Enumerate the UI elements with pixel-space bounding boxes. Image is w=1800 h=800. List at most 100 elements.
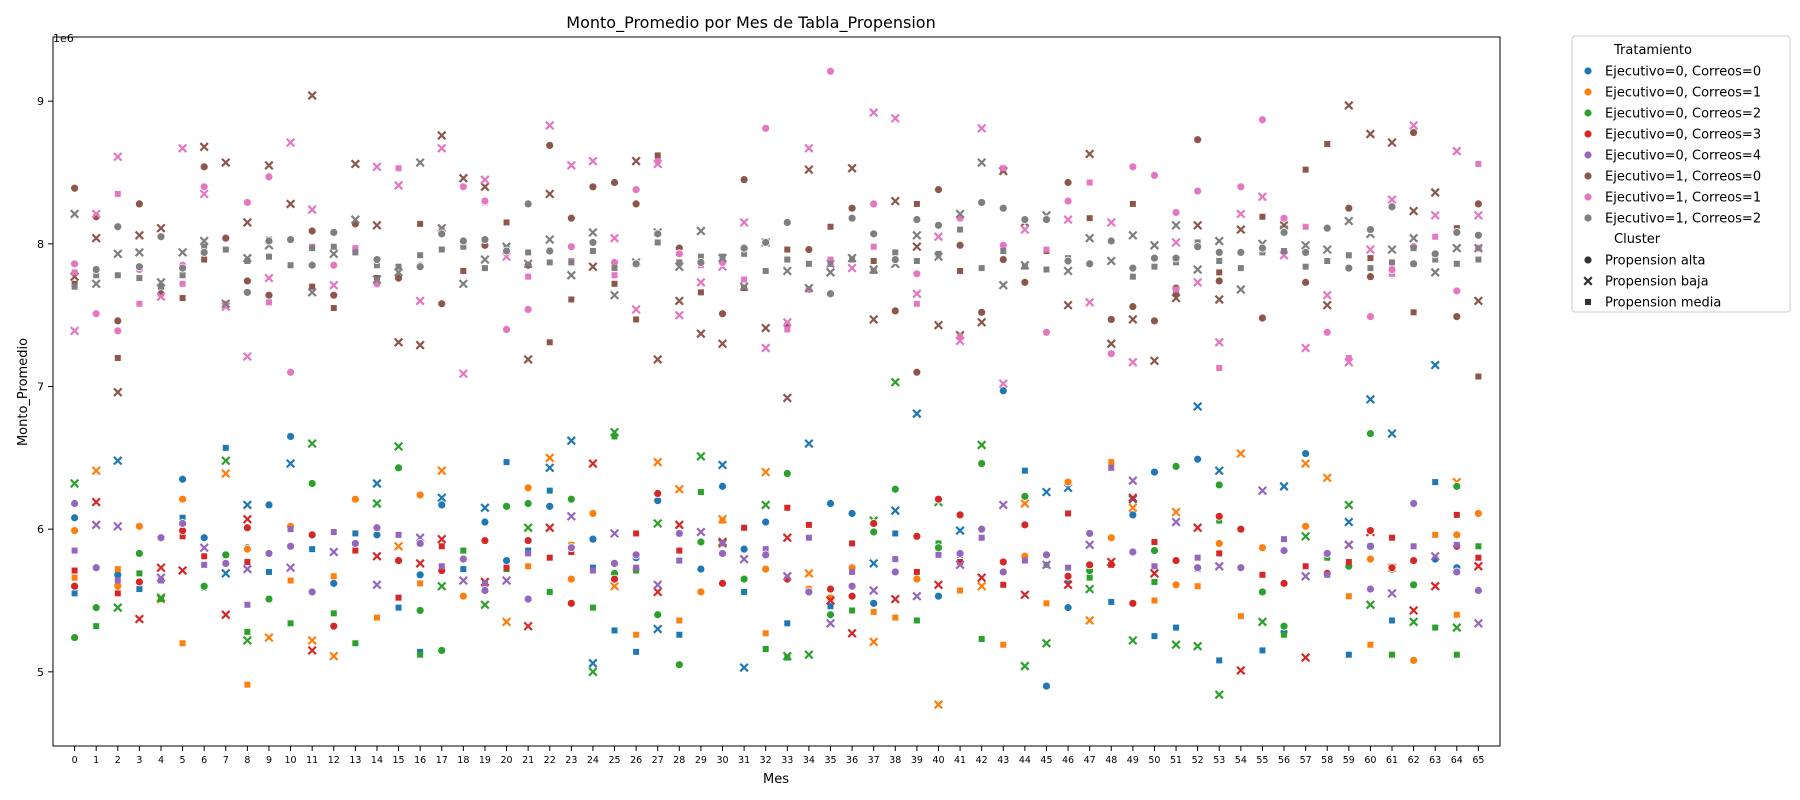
data-point-baja — [847, 263, 857, 273]
y-tick-label: 6 — [37, 523, 44, 536]
data-point-alta — [869, 229, 879, 239]
data-point-baja — [242, 635, 252, 646]
x-tick-label: 49 — [1127, 755, 1139, 766]
data-point-media — [201, 553, 208, 560]
data-point-baja — [955, 209, 965, 219]
data-point-alta — [1042, 215, 1051, 224]
data-point-alta — [1366, 526, 1375, 535]
data-point-media — [330, 529, 337, 536]
data-point-baja — [1257, 192, 1268, 202]
data-point-baja — [1452, 623, 1462, 633]
data-point-alta — [977, 459, 987, 468]
data-point-baja — [1344, 357, 1354, 367]
data-point-media — [287, 526, 294, 533]
data-point-media — [265, 568, 272, 575]
data-point-alta — [1452, 312, 1462, 322]
data-point-alta — [458, 182, 468, 192]
data-point-baja — [1236, 209, 1246, 219]
data-point-media — [1151, 563, 1158, 570]
data-point-alta — [955, 240, 965, 250]
data-point-baja — [1214, 236, 1224, 246]
data-point-alta — [826, 584, 835, 594]
data-point-baja — [1085, 297, 1095, 307]
data-point-baja — [199, 236, 209, 246]
x-tick-label: 23 — [565, 755, 577, 766]
data-point-media — [330, 610, 337, 617]
data-point-media — [697, 489, 704, 496]
data-point-baja — [717, 253, 728, 263]
data-point-media — [892, 249, 899, 256]
data-point-media — [114, 190, 121, 197]
data-point-media — [978, 265, 985, 272]
data-point-baja — [566, 270, 576, 280]
data-point-media — [179, 295, 186, 302]
data-point-media — [1129, 200, 1136, 207]
data-point-alta — [610, 559, 619, 568]
data-point-baja — [890, 113, 900, 123]
data-point-alta — [1020, 520, 1030, 530]
data-point-alta — [70, 183, 79, 193]
data-point-baja — [977, 573, 987, 583]
data-point-baja — [717, 514, 728, 524]
data-point-baja — [329, 249, 339, 259]
x-tick-label: 48 — [1105, 755, 1117, 766]
data-point-baja — [609, 290, 620, 300]
data-point-alta — [912, 269, 922, 279]
data-point-media — [1475, 256, 1482, 263]
data-point-baja — [674, 484, 684, 494]
data-point-media — [611, 433, 618, 440]
x-tick-label: 58 — [1321, 755, 1333, 766]
data-point-alta — [1387, 265, 1397, 274]
data-point-alta — [782, 218, 792, 227]
data-point-baja — [156, 573, 166, 583]
data-point-baja — [998, 379, 1008, 389]
data-point-media — [1043, 246, 1050, 253]
data-point-media — [913, 568, 920, 575]
data-point-baja — [1193, 401, 1203, 412]
x-tick-label: 25 — [608, 755, 620, 766]
data-point-alta — [264, 549, 274, 558]
data-point-baja — [1020, 498, 1030, 509]
data-point-alta — [1193, 242, 1203, 252]
data-point-media — [1259, 213, 1266, 220]
data-point-media — [222, 246, 229, 253]
data-point-baja — [1430, 187, 1440, 198]
data-point-media — [352, 530, 359, 537]
data-point-alta — [761, 517, 771, 527]
data-point-alta — [1452, 481, 1462, 491]
data-point-alta — [178, 263, 187, 273]
data-point-baja — [1020, 661, 1030, 671]
data-point-media — [676, 617, 683, 624]
data-point-media — [1302, 563, 1309, 570]
data-point-baja — [588, 658, 598, 668]
data-point-alta — [847, 213, 857, 223]
data-point-alta — [1409, 259, 1419, 269]
data-point-media — [525, 273, 532, 280]
y-tick-label: 5 — [37, 666, 44, 679]
data-point-alta — [1236, 182, 1246, 192]
data-point-alta — [1236, 524, 1246, 534]
data-point-media — [1151, 633, 1158, 640]
y-tick-label: 8 — [37, 238, 44, 251]
legend-entry: Propension baja — [1605, 275, 1709, 290]
data-point-media — [330, 305, 337, 312]
data-point-alta — [545, 141, 555, 150]
x-tick-label: 24 — [587, 755, 599, 766]
data-point-media — [1259, 647, 1266, 654]
legend-entry: Ejecutivo=1, Correos=1 — [1605, 191, 1761, 206]
data-point-media — [157, 283, 164, 290]
data-point-media — [309, 546, 316, 553]
x-tick-label: 9 — [266, 755, 272, 766]
data-point-alta — [1042, 681, 1051, 691]
x-tick-label: 57 — [1300, 755, 1312, 766]
x-tick-label: 65 — [1472, 755, 1484, 766]
x-tick-label: 63 — [1429, 755, 1441, 766]
data-point-baja — [566, 511, 576, 521]
data-point-baja — [1063, 215, 1073, 225]
data-point-baja — [350, 215, 360, 225]
data-point-alta — [70, 499, 79, 508]
data-point-baja — [696, 527, 706, 537]
data-point-alta — [718, 549, 727, 558]
data-point-media — [633, 316, 640, 323]
data-point-alta — [156, 533, 166, 543]
